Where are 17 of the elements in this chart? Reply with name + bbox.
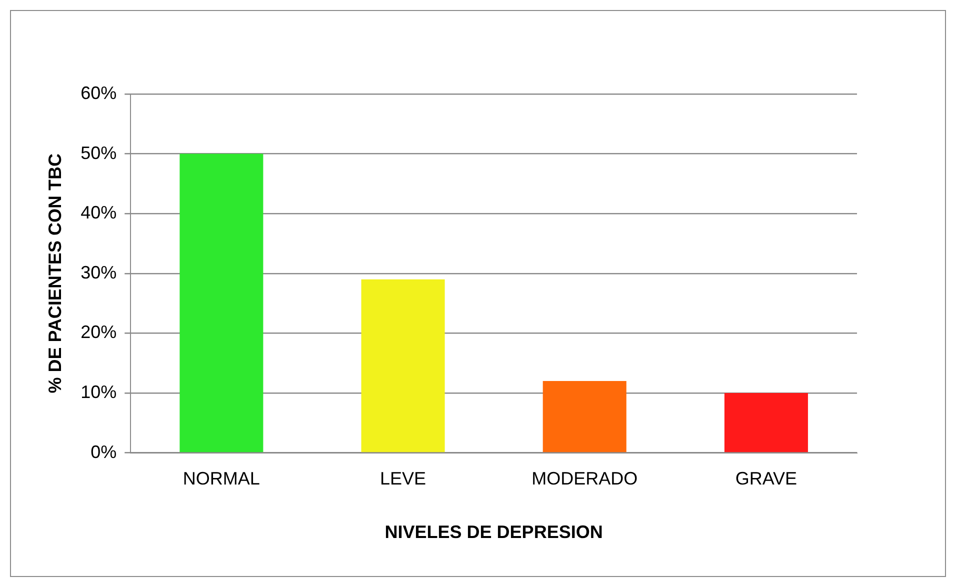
- y-tick-label: 20%: [80, 322, 117, 342]
- x-tick-label: LEVE: [380, 468, 426, 489]
- y-tick-label: 40%: [80, 202, 117, 223]
- bar: [542, 381, 626, 452]
- x-tick-label: MODERADO: [532, 468, 638, 489]
- x-tick-label: NORMAL: [182, 468, 260, 489]
- y-tick-label: 50%: [80, 142, 117, 163]
- bar: [361, 279, 445, 452]
- bar: [724, 393, 808, 452]
- y-tick-label: 10%: [80, 382, 117, 402]
- y-tick-label: 60%: [80, 82, 117, 103]
- y-tick-label: 0%: [90, 442, 117, 462]
- x-axis-title: NIVELES DE DEPRESION: [384, 522, 603, 542]
- bar: [180, 154, 264, 452]
- x-tick-label: GRAVE: [735, 468, 798, 489]
- y-tick-label: 30%: [80, 262, 117, 282]
- y-axis-title: % DE PACIENTES CON TBC: [44, 154, 65, 394]
